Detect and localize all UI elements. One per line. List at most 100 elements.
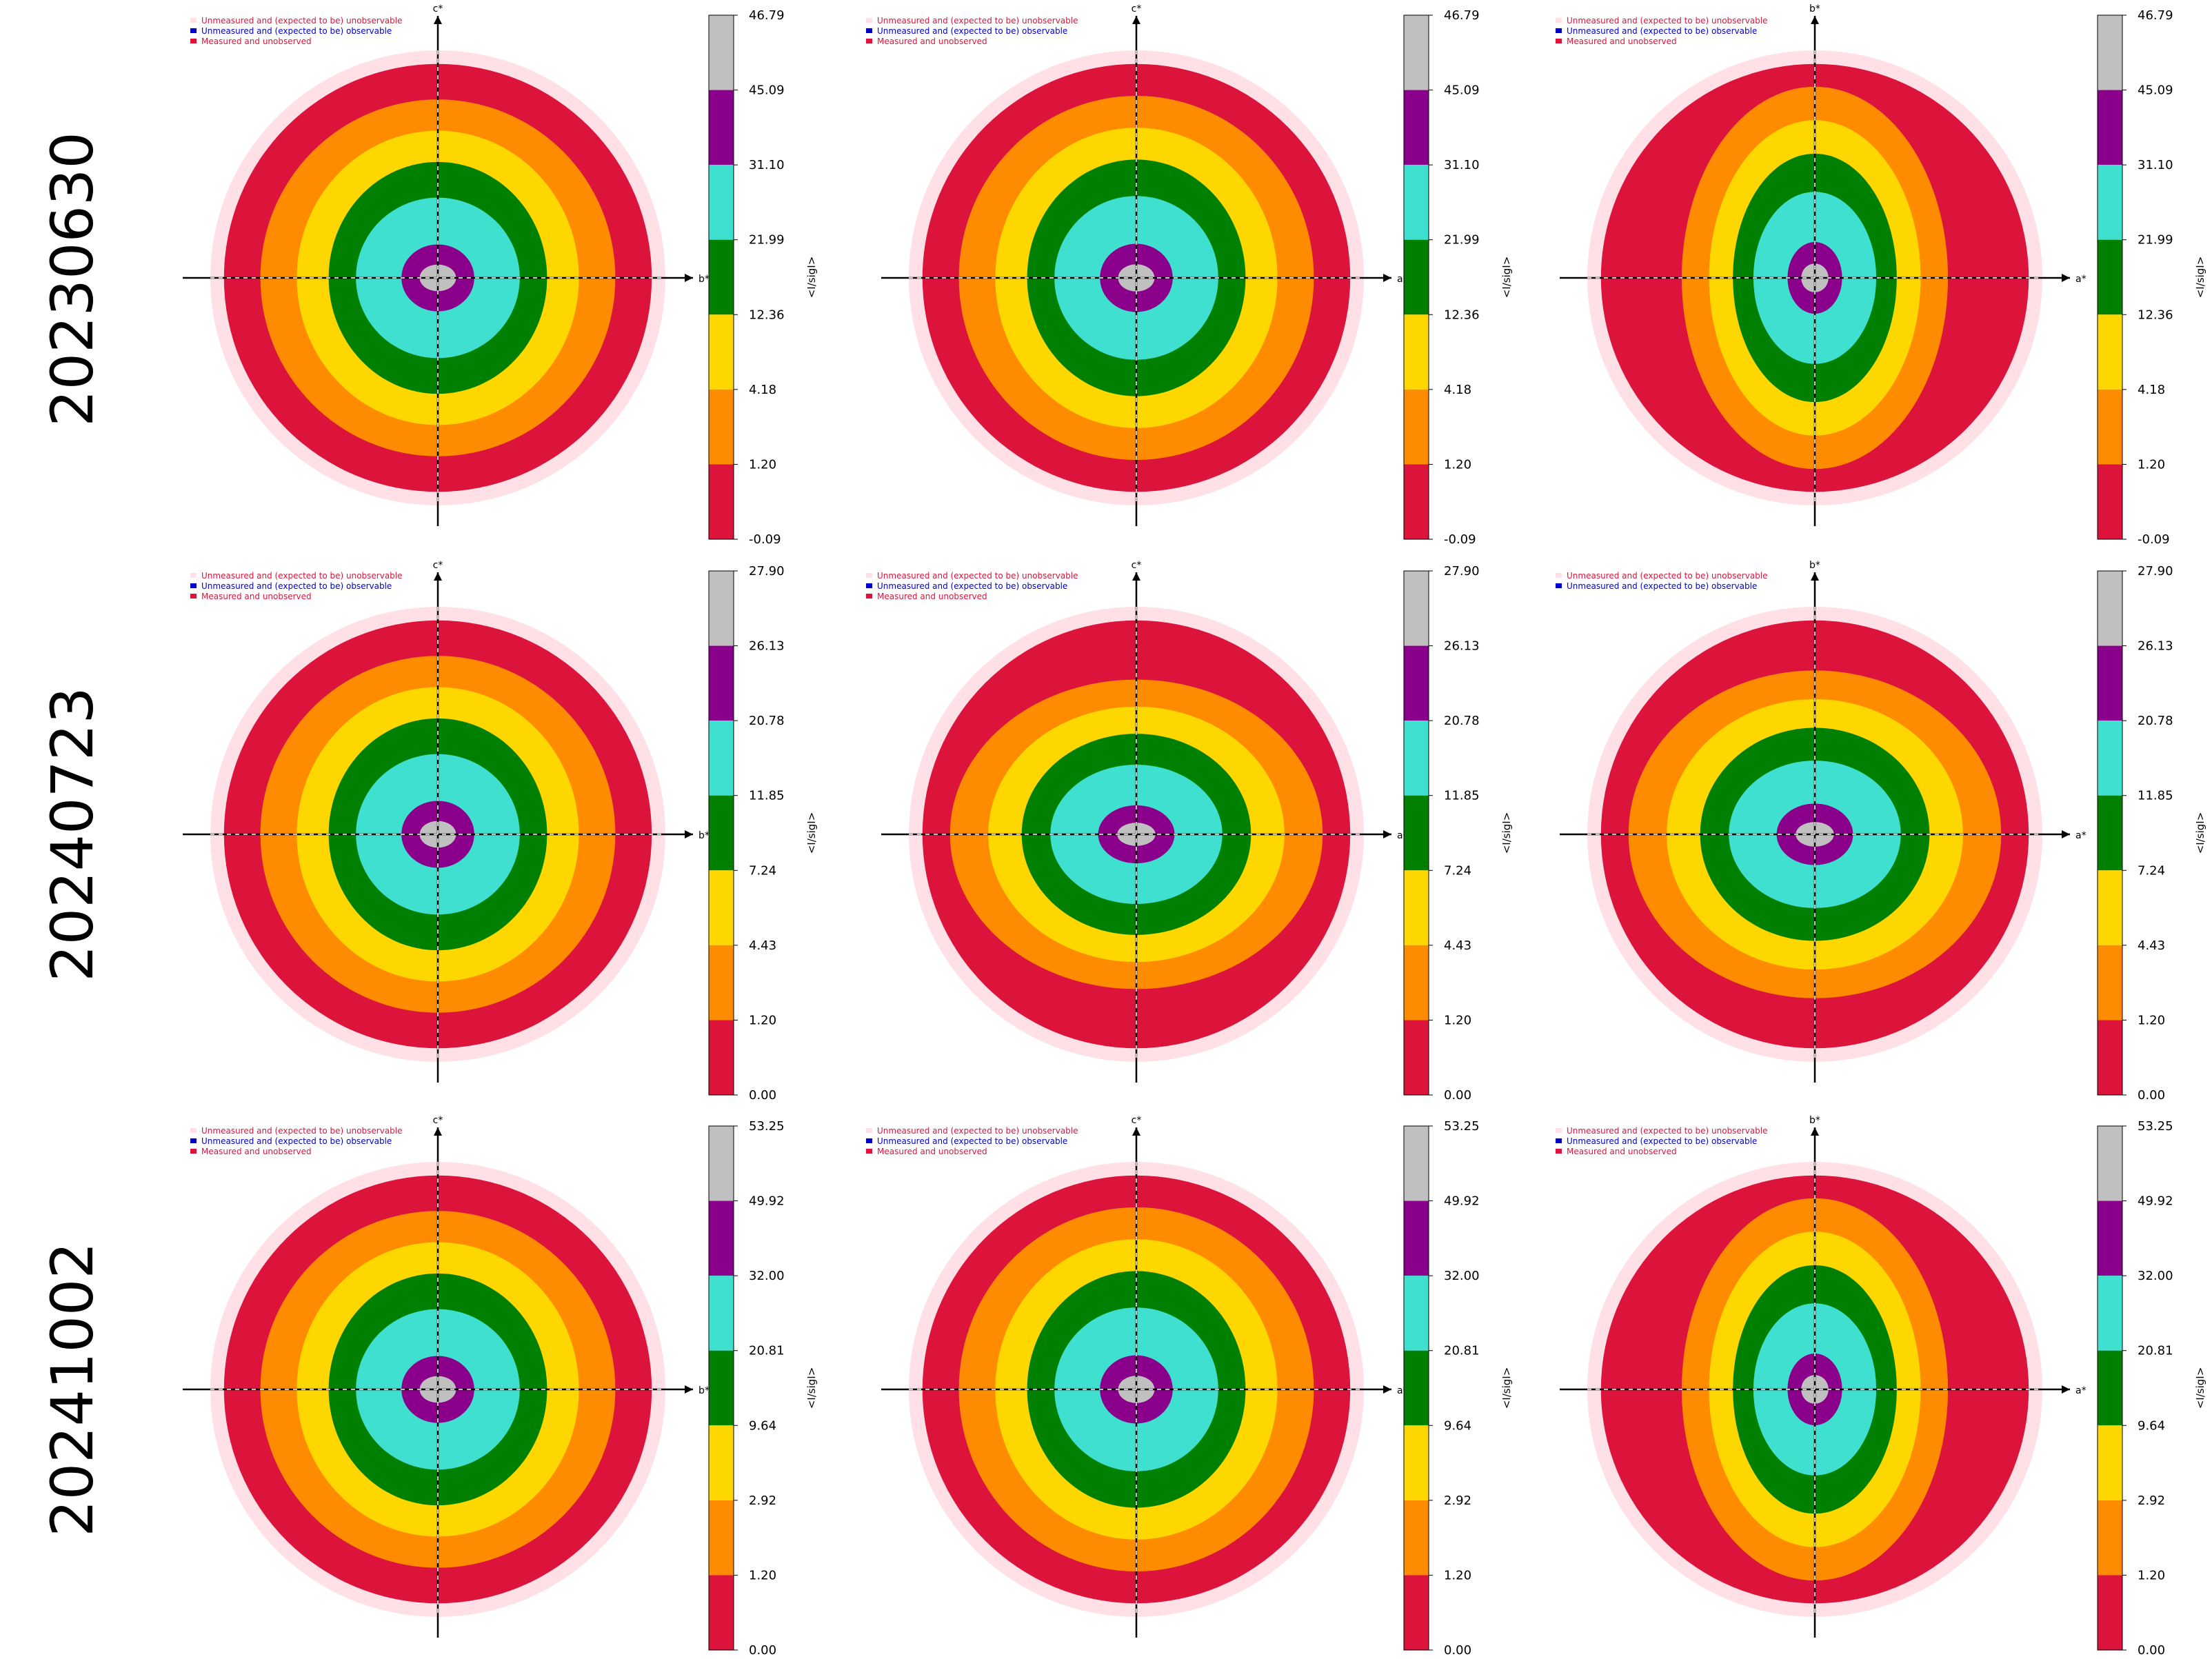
legend-label: Unmeasured and (expected to be) unobserv… [1567,571,1768,581]
colorbar-tick-label: -0.09 [749,532,781,547]
x-arrow-icon [685,830,693,838]
panel-2-2: a* b* Unmeasured and (expected to be) unob… [1556,1115,2206,1658]
x-axis-label: b* [698,274,710,285]
colorbar-segment [709,1200,734,1276]
colorbar-tick-label: 20.78 [1444,714,1480,728]
y-axis-label: c* [433,1115,443,1126]
colorbar-frame [1403,14,1429,540]
legend-swatch [1556,28,1562,33]
colorbar-segment [709,165,734,240]
colorbar-tick-label: 1.20 [749,1013,776,1027]
legend-label: Unmeasured and (expected to be) unobserv… [877,16,1078,26]
x-arrow-icon [2062,274,2070,282]
legend-swatch [190,594,197,599]
x-arrow-icon [685,274,693,282]
colorbar-tick-label: 53.25 [1444,1119,1480,1134]
colorbar-segment [1404,1575,1429,1650]
colorbar-tick-label: 45.09 [749,83,785,98]
colorbar-segment [1404,1276,1429,1351]
colorbar-tick-label: 7.24 [2138,863,2165,878]
colorbar-segment [709,1276,734,1351]
legend-swatch [190,1138,197,1143]
colorbar-segment [1404,15,1429,90]
colorbar-segment [709,1425,734,1500]
colorbar-tick-label: 1.20 [1444,1013,1471,1027]
colorbar-segment [1404,1425,1429,1500]
colorbar-segment [2098,870,2122,945]
colorbar-tick-label: 27.90 [2138,564,2173,579]
colorbar-tick-label: 9.64 [1444,1418,1471,1433]
colorbar-tick-label: 26.13 [1444,639,1480,654]
colorbar-tick-label: 2.92 [1444,1494,1471,1508]
panel-1-1: a*c*Unmeasured and (expected to be) unob… [866,560,1513,1103]
colorbar-segment [709,721,734,796]
legend-label: Unmeasured and (expected to be) observab… [877,26,1067,36]
colorbar-tick-label: 1.20 [1444,1568,1471,1582]
colorbar-tick-label: 9.64 [2138,1418,2165,1433]
colorbar-segment [1404,1500,1429,1576]
y-arrow-icon [1811,572,1819,581]
colorbar-segment [2098,1126,2122,1201]
legend-label: Unmeasured and (expected to be) observab… [1567,1136,1757,1146]
colorbar-tick-label: 9.64 [749,1418,776,1433]
colorbar-segment [709,1575,734,1650]
colorbar-segment [709,645,734,721]
legend-swatch [1556,1149,1562,1154]
legend-swatch [190,583,197,588]
legend-swatch [190,1128,197,1133]
colorbar-segment [2098,15,2122,90]
colorbar-segment [2098,1350,2122,1426]
colorbar-segment [709,90,734,165]
x-axis-label: b* [698,1385,710,1396]
colorbar-segment [709,464,734,539]
panel-0-2: a* b* Unmeasured and (expected to be) unob… [1556,3,2206,547]
colorbar-tick-label: 46.79 [2138,8,2173,23]
colorbar-tick-label: 49.92 [749,1194,785,1209]
colorbar-segment [2098,165,2122,240]
colorbar-tick-label: 1.20 [749,1568,776,1582]
x-axis-label: a* [2075,274,2087,285]
y-axis-label: b* [1809,560,1820,571]
legend-swatch [1556,583,1562,588]
colorbar-title: <I/sigI> [1500,812,1513,854]
colorbar-title: <I/sigI> [805,1367,818,1409]
x-arrow-icon [1383,830,1391,838]
colorbar-tick-label: 27.90 [1444,564,1480,579]
x-arrow-icon [1383,274,1391,282]
legend-swatch [866,573,872,578]
colorbar-segment [2098,721,2122,796]
colorbar-tick-label: 0.00 [2138,1088,2165,1103]
legend-swatch [866,594,872,599]
colorbar-frame [2097,1125,2123,1651]
legend-label: Measured and unobserved [201,592,312,601]
colorbar-frame [708,570,734,1096]
y-arrow-icon [1132,16,1140,24]
legend-label: Unmeasured and (expected to be) unobserv… [1567,1126,1768,1136]
legend-label: Unmeasured and (expected to be) observab… [1567,581,1757,591]
colorbar-segment [2098,1575,2122,1650]
colorbar-frame [2097,570,2123,1096]
colorbar-tick-label: 20.81 [1444,1344,1480,1358]
colorbar-tick-label: 1.20 [749,457,776,472]
legend-label: Unmeasured and (expected to be) observab… [877,581,1067,591]
colorbar-tick-label: 11.85 [1444,789,1480,803]
colorbar-segment [709,1350,734,1426]
panel-1-2: a* b* Unmeasured and (expected to be) unob… [1556,560,2206,1103]
colorbar-segment [709,1500,734,1576]
legend-label: Measured and unobserved [1567,1147,1677,1156]
legend-swatch [190,573,197,578]
colorbar-segment [2098,1200,2122,1276]
x-axis-label: a* [2075,830,2087,841]
colorbar-tick-label: 26.13 [749,639,785,654]
colorbar-frame [708,14,734,540]
colorbar-segment [2098,795,2122,871]
colorbar-title: <I/sigI> [805,812,818,854]
colorbar-segment [2098,464,2122,539]
colorbar-tick-label: 2.92 [749,1494,776,1508]
legend-swatch [1556,573,1562,578]
colorbar-tick-label: 31.10 [2138,158,2173,172]
colorbar-tick-label: 26.13 [2138,639,2173,654]
colorbar-segment [1404,721,1429,796]
colorbar-tick-label: 31.10 [749,158,785,172]
